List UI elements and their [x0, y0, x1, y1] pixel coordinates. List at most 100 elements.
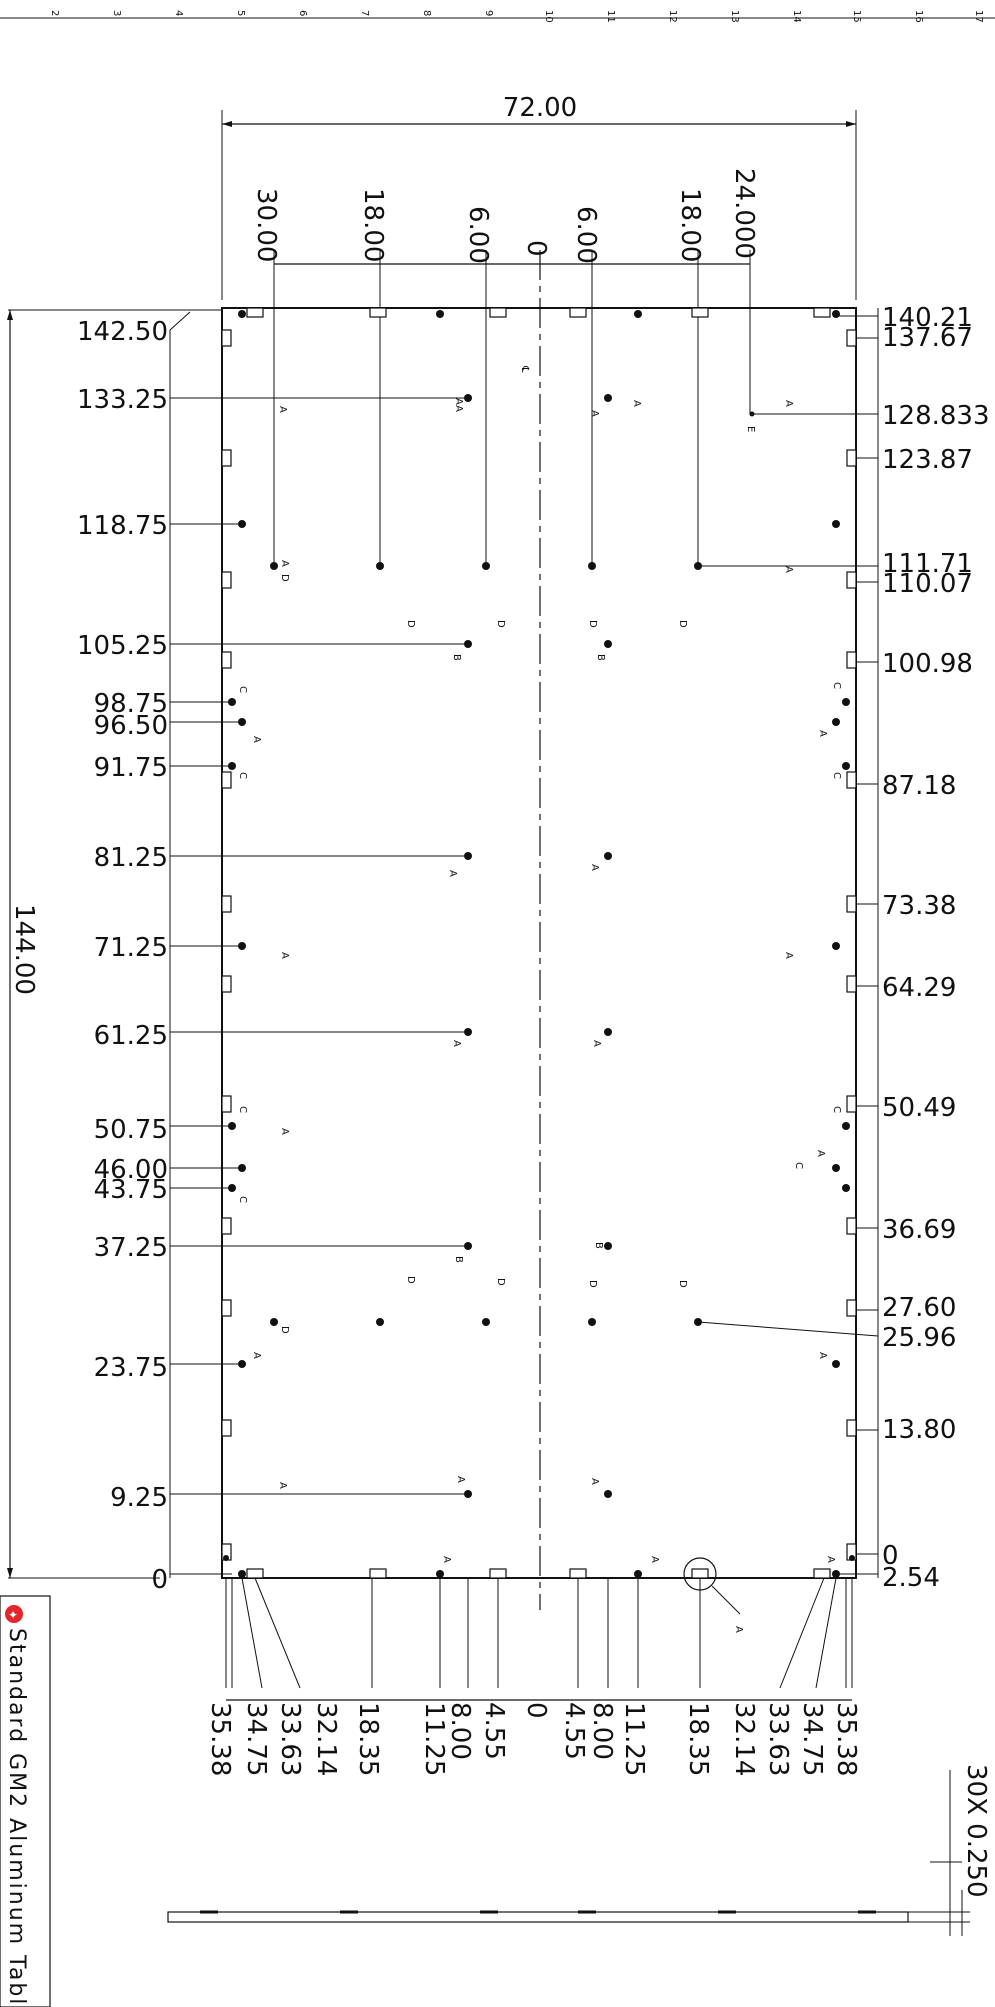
ruler-tick: 14 — [791, 10, 802, 23]
callout-letter: B — [453, 1256, 464, 1263]
overall-width-dimension: 72.00 — [221, 93, 857, 300]
overall-height-label: 144.00 — [9, 904, 39, 995]
callout-letter: A — [277, 406, 288, 413]
bottom-dim-label: 33.63 — [275, 1702, 305, 1776]
bottom-dim-label: 18.35 — [683, 1702, 713, 1776]
hole-callout-letters: A AA ℄ A A A E A D A D D D D B B C C A A… — [237, 365, 842, 1633]
top-ruler: 2 3 4 5 6 7 8 9 10 11 12 13 14 15 16 17 — [0, 10, 995, 23]
callout-letter: C — [237, 1196, 248, 1203]
callout-letter: A — [815, 1150, 826, 1157]
callout-letter: A — [451, 1040, 462, 1047]
right-dim-label: 140.21 — [882, 303, 973, 333]
left-dim-label: 50.75 — [94, 1115, 168, 1145]
right-dim-label: 36.69 — [882, 1215, 956, 1245]
bottom-dim-label: 11.25 — [419, 1702, 449, 1776]
right-dim-label: 64.29 — [882, 973, 956, 1003]
callout-letter: B — [451, 654, 462, 661]
left-dim-label: 46.00 — [94, 1155, 168, 1185]
callout-letter: D — [495, 1278, 506, 1286]
bottom-dim-label: 35.38 — [205, 1702, 235, 1776]
right-dim-label: 25.96 — [882, 1323, 956, 1353]
top-dim-label: 24.000 — [729, 168, 759, 259]
right-dim-label: 137.67 — [882, 323, 973, 353]
left-dim-label: 9.25 — [110, 1483, 168, 1513]
callout-letter: A — [817, 730, 828, 737]
top-dim-label: 6.00 — [571, 206, 601, 264]
left-dim-label: 37.25 — [94, 1233, 168, 1263]
right-dim-label: 0 — [882, 1541, 899, 1571]
left-dim-label: 96.50 — [94, 711, 168, 741]
callout-letter: A — [817, 1352, 828, 1359]
callout-letter: AA — [453, 398, 464, 412]
right-dim-label: 2.54 — [882, 1563, 940, 1593]
callout-letter: C — [237, 686, 248, 693]
logo-icon — [5, 1605, 23, 1623]
callout-letter: A — [649, 1556, 660, 1563]
callout-letter: D — [677, 620, 688, 628]
bottom-dim-label: 34.75 — [241, 1702, 271, 1776]
ruler-tick: 9 — [483, 10, 494, 16]
ruler-tick: 16 — [913, 10, 924, 23]
bottom-dim-label: 35.38 — [831, 1702, 861, 1776]
ruler-tick: 15 — [851, 10, 862, 23]
right-dim-label: 128.833 — [882, 401, 990, 431]
bottom-dim-label: 33.63 — [763, 1702, 793, 1776]
callout-letter: A — [277, 1482, 288, 1489]
ruler-tick: 17 — [973, 10, 984, 23]
ruler-tick: 11 — [605, 10, 616, 23]
top-leaders — [273, 250, 751, 566]
callout-letter: B — [595, 654, 606, 661]
left-dim-label: 23.75 — [94, 1353, 168, 1383]
callout-letter: D — [587, 620, 598, 628]
callout-letter: A — [733, 1626, 744, 1633]
left-dimension-leader — [169, 311, 191, 331]
callout-letter: A — [591, 1040, 602, 1047]
ruler-tick: 4 — [173, 10, 184, 16]
callout-letter: A — [589, 1478, 600, 1485]
ruler-tick: 8 — [421, 10, 432, 16]
bottom-dim-label: 32.14 — [729, 1702, 759, 1776]
bottom-dim-label: 4.55 — [479, 1702, 509, 1760]
right-dim-label: 13.80 — [882, 1415, 956, 1445]
left-dim-label: 133.25 — [77, 385, 168, 415]
right-dim-label: 111.71 — [882, 549, 973, 579]
callout-letter: A — [441, 1556, 452, 1563]
callout-letter: C — [831, 1106, 842, 1113]
left-dim-label: 98.75 — [94, 689, 168, 719]
callout-letter: A — [251, 736, 262, 743]
callout-letter: D — [279, 1326, 290, 1334]
callout-letter: A — [279, 560, 290, 567]
bottom-dim-label: 0 — [521, 1702, 551, 1719]
bottom-dim-label: 8.00 — [587, 1702, 617, 1760]
side-view — [167, 1770, 970, 1936]
left-dim-label: 81.25 — [94, 843, 168, 873]
bottom-dim-label: 8.00 — [445, 1702, 475, 1760]
ruler-tick: 10 — [543, 10, 554, 23]
top-dim-label: 30.00 — [251, 188, 281, 262]
callout-letter: D — [279, 574, 290, 582]
callout-letter: A — [631, 400, 642, 407]
callout-letter: C — [237, 772, 248, 779]
title-block: ✦ Standard GM2 Aluminum Table — [0, 1595, 51, 2007]
left-dim-label: 43.75 — [94, 1175, 168, 1205]
left-dim-label: 71.25 — [94, 933, 168, 963]
callout-letter: C — [831, 772, 842, 779]
callout-letter: D — [405, 1276, 416, 1284]
callout-letter: A — [279, 952, 290, 959]
right-dim-label: 73.38 — [882, 891, 956, 921]
right-dim-label: 87.18 — [882, 771, 956, 801]
right-dim-label: 50.49 — [882, 1093, 956, 1123]
ruler-tick: 5 — [235, 10, 246, 16]
callout-letter: A — [455, 1476, 466, 1483]
callout-letter: C — [793, 1162, 804, 1169]
bottom-dim-label: 4.55 — [559, 1702, 589, 1760]
top-dim-label: 18.00 — [675, 188, 705, 262]
bottom-dim-label: 32.14 — [311, 1702, 341, 1776]
ruler-tick: 6 — [297, 10, 308, 16]
callout-letter: A — [825, 1556, 836, 1563]
callout-letter: C — [831, 682, 842, 689]
callout-letter: A — [279, 1128, 290, 1135]
callout-letter: D — [405, 620, 416, 628]
ruler-tick: 2 — [49, 10, 60, 16]
bottom-dimension-labels: 35.38 34.75 33.63 32.14 18.35 11.25 8.00… — [205, 1702, 861, 1776]
